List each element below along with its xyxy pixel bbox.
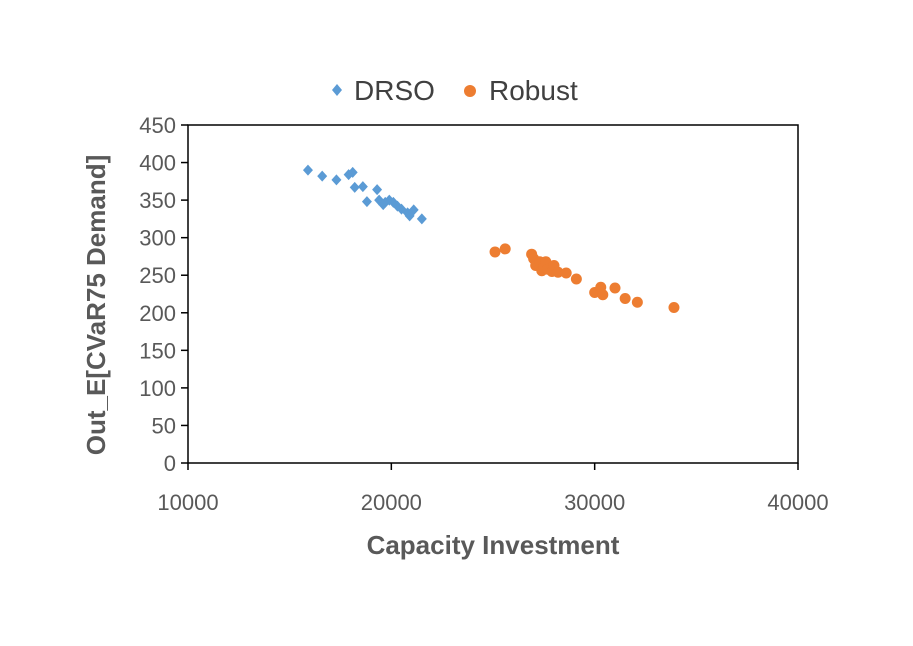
- legend-marker-robust: [464, 85, 476, 97]
- data-point-drso: [372, 184, 383, 196]
- data-point-drso: [361, 196, 372, 208]
- legend-label-drso: DRSO: [354, 75, 435, 106]
- data-point-robust: [631, 296, 643, 308]
- x-tick-label: 40000: [767, 490, 828, 515]
- y-axis-ticks: 0 50 100 150 200 250 300 350 400 450: [139, 113, 188, 476]
- legend-label-robust: Robust: [489, 75, 578, 106]
- y-tick-label: 350: [139, 188, 176, 213]
- y-tick-label: 0: [164, 451, 176, 476]
- data-point-drso: [408, 204, 419, 216]
- data-point-drso: [357, 181, 368, 193]
- data-point-robust: [609, 282, 621, 294]
- data-point-drso: [317, 170, 328, 182]
- x-tick-label: 30000: [564, 490, 625, 515]
- data-points: [302, 164, 680, 314]
- data-point-robust: [560, 267, 572, 279]
- y-tick-label: 450: [139, 113, 176, 138]
- y-axis-title: Out_E[CVaR75 Demand]: [81, 155, 111, 456]
- x-axis-title: Capacity Investment: [367, 530, 620, 560]
- x-tick-label: 20000: [361, 490, 422, 515]
- y-tick-label: 250: [139, 263, 176, 288]
- data-point-drso: [302, 164, 313, 176]
- data-point-robust: [668, 302, 680, 314]
- data-point-drso: [349, 181, 360, 193]
- data-point-robust: [619, 293, 631, 305]
- x-tick-label: 10000: [157, 490, 218, 515]
- legend: DRSO Robust: [332, 75, 578, 106]
- data-point-robust: [597, 289, 609, 301]
- y-tick-label: 50: [152, 413, 176, 438]
- y-tick-label: 400: [139, 151, 176, 176]
- plot-area: [187, 124, 799, 464]
- data-point-drso: [331, 174, 342, 186]
- y-tick-label: 100: [139, 376, 176, 401]
- y-tick-label: 150: [139, 338, 176, 363]
- y-tick-label: 200: [139, 301, 176, 326]
- data-point-robust: [499, 243, 511, 255]
- x-axis-ticks: 10000 20000 30000 40000: [157, 463, 829, 515]
- data-point-robust: [552, 266, 564, 278]
- data-point-drso: [416, 213, 427, 225]
- plot-border: [187, 124, 799, 464]
- y-tick-label: 300: [139, 226, 176, 251]
- data-point-robust: [489, 246, 501, 258]
- data-point-drso: [347, 166, 358, 178]
- data-point-robust: [570, 273, 582, 285]
- legend-marker-drso: [332, 84, 342, 96]
